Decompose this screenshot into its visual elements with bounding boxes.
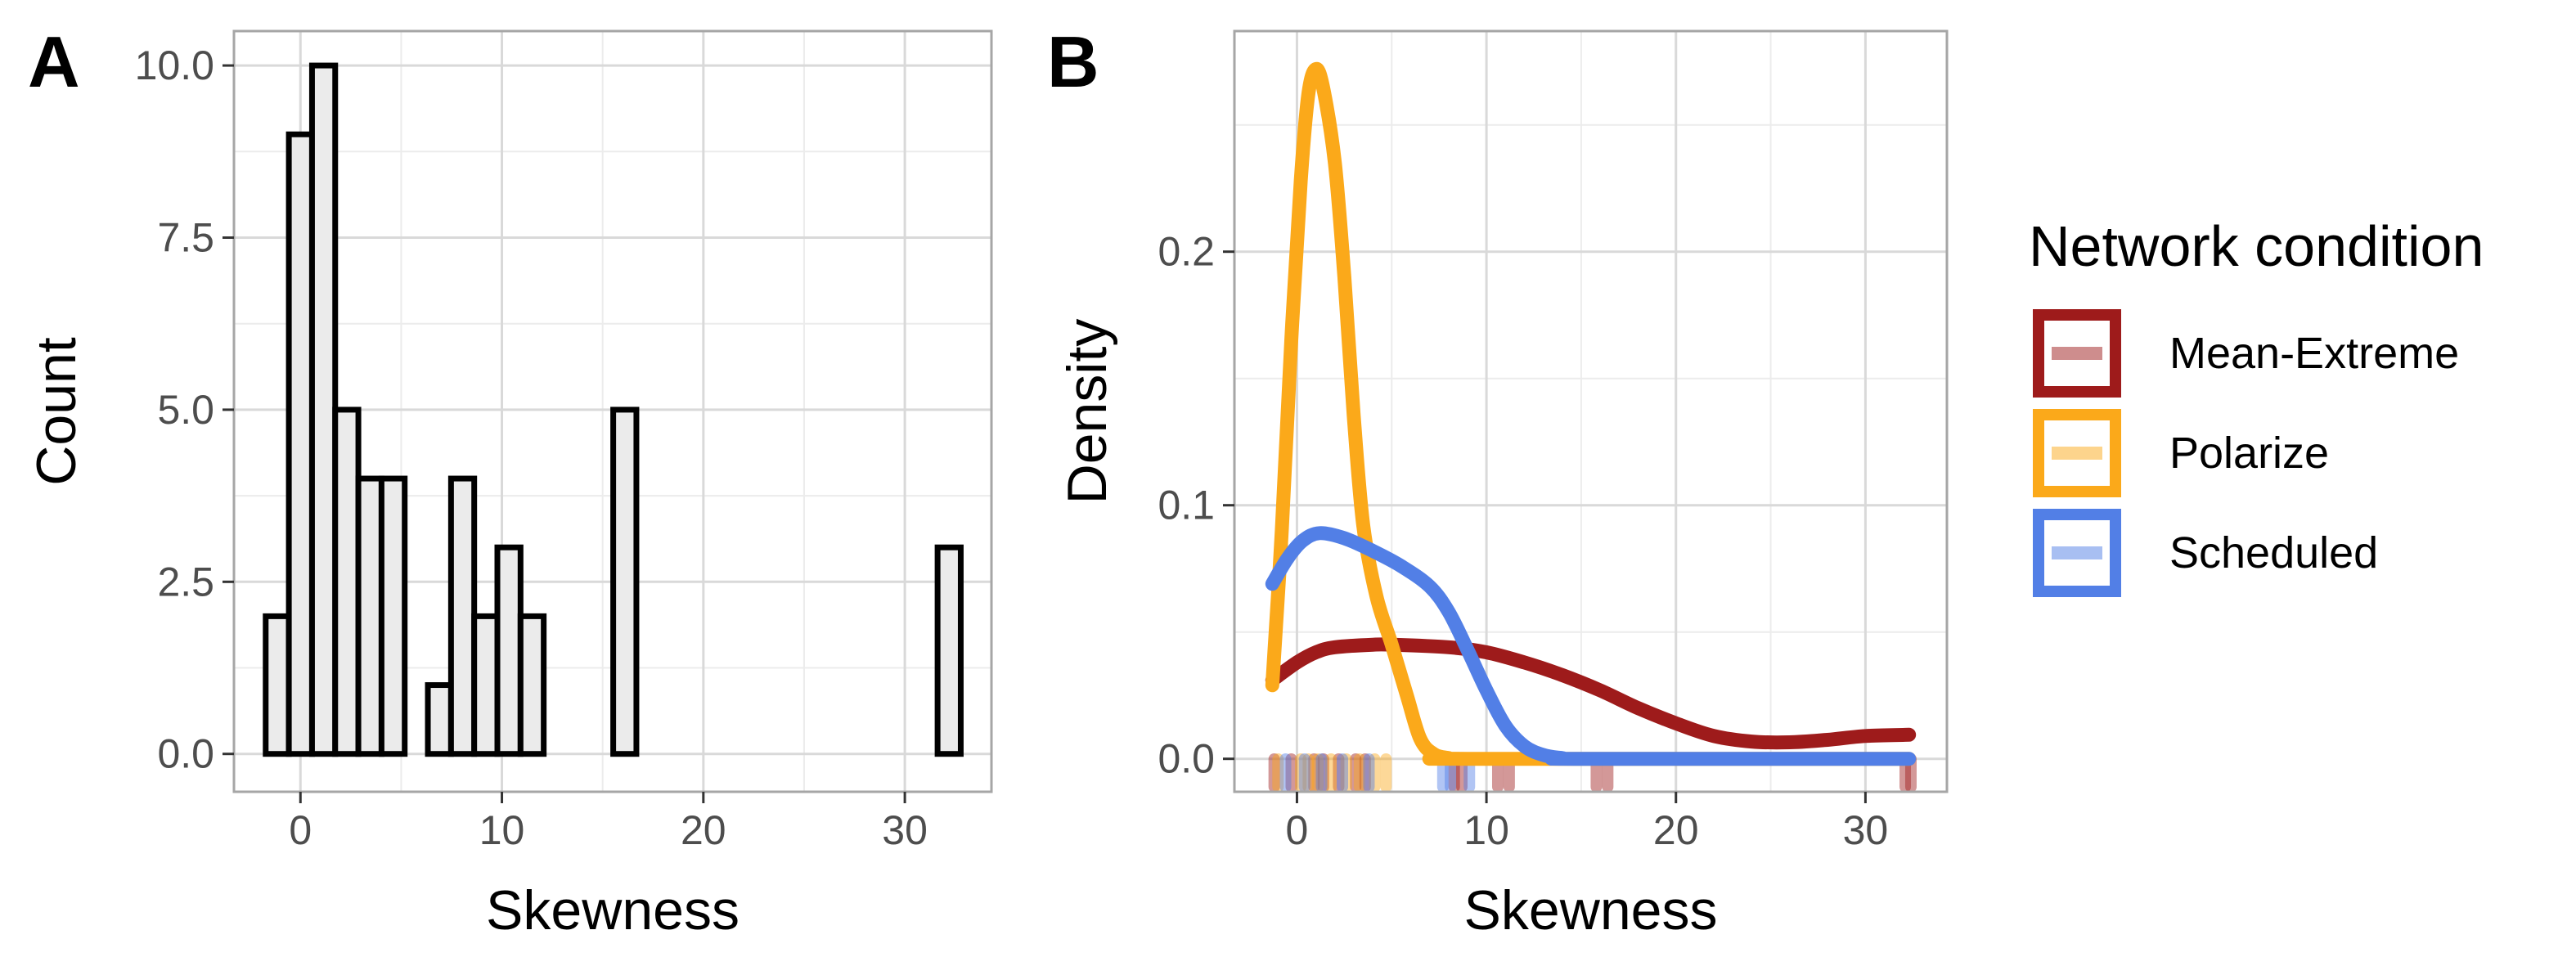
histogram-bar xyxy=(494,544,524,757)
panel-b-density-lines xyxy=(1265,61,1917,766)
panel-b-y-axis-title: Density xyxy=(1056,319,1118,505)
legend-items: Mean-Extreme Polarize Scheduled xyxy=(2033,309,2459,597)
panel-a-bars xyxy=(263,62,964,757)
panel-a-histogram: 0 10 20 30 0.0 2.5 5.0 7.5 10.0 A Skewness Count xyxy=(25,21,993,941)
panel-b-x-axis-title: Skewness xyxy=(1464,879,1718,941)
density-line-polarize xyxy=(1265,61,1917,766)
histogram-bar xyxy=(447,475,478,757)
histogram-bar xyxy=(471,613,501,757)
histogram-bar xyxy=(378,475,408,757)
density-line-scheduled xyxy=(1265,526,1917,766)
a-y-tick-label: 10.0 xyxy=(135,43,214,88)
a-x-tick-label: 30 xyxy=(882,807,928,853)
b-x-tick-label: 10 xyxy=(1463,807,1509,853)
panel-b-ticks: 0 10 20 30 0.0 0.1 0.2 xyxy=(1158,229,1888,853)
panel-b-gridlines xyxy=(1234,31,1947,792)
a-x-tick-label: 10 xyxy=(479,807,525,853)
panel-a-y-axis-title: Count xyxy=(25,337,88,486)
panel-a-border xyxy=(232,29,993,793)
b-x-tick-label: 30 xyxy=(1843,807,1889,853)
legend-key-mean-extreme xyxy=(2033,309,2121,398)
histogram-bar xyxy=(517,613,547,757)
histogram-bar xyxy=(308,62,339,757)
a-x-tick-label: 20 xyxy=(681,807,726,853)
histogram-bar xyxy=(425,682,454,757)
a-y-tick-label: 7.5 xyxy=(157,214,214,260)
b-y-tick-label: 0.2 xyxy=(1158,229,1215,275)
legend-label-mean-extreme: Mean-Extreme xyxy=(2169,329,2459,378)
legend: Network condition Mean-Extreme Polarize Sc… xyxy=(2029,214,2484,597)
panel-a-ticks: 0 10 20 30 0.0 2.5 5.0 7.5 10.0 xyxy=(135,43,928,853)
panel-a-x-axis-title: Skewness xyxy=(486,879,740,941)
b-x-tick-label: 20 xyxy=(1653,807,1699,853)
panel-label-a: A xyxy=(28,21,80,102)
legend-label-scheduled: Scheduled xyxy=(2169,528,2378,577)
legend-title: Network condition xyxy=(2029,214,2484,278)
histogram-bar xyxy=(263,613,292,757)
legend-key-box xyxy=(2033,309,2121,398)
panel-b-border xyxy=(1233,29,1949,793)
panel-b-density: 0 10 20 30 0.0 0.1 0.2 B Skewness Density xyxy=(1047,21,1949,941)
legend-key-polarize xyxy=(2033,409,2121,497)
b-x-tick-label: 0 xyxy=(1286,807,1309,853)
density-line-mean-extreme xyxy=(1265,637,1917,750)
b-y-tick-label: 0.0 xyxy=(1158,736,1215,782)
histogram-bar xyxy=(355,475,384,757)
a-x-tick-label: 0 xyxy=(289,807,312,853)
b-y-tick-label: 0.1 xyxy=(1158,483,1215,528)
panel-label-b: B xyxy=(1047,21,1099,102)
histogram-bar xyxy=(934,544,964,757)
legend-label-polarize: Polarize xyxy=(2169,429,2329,478)
a-y-tick-label: 2.5 xyxy=(157,559,214,604)
histogram-bar xyxy=(332,407,362,757)
legend-key-scheduled xyxy=(2033,509,2121,597)
a-y-tick-label: 0.0 xyxy=(157,731,214,777)
a-y-tick-label: 5.0 xyxy=(157,387,214,433)
histogram-bar xyxy=(610,407,640,757)
histogram-bar xyxy=(285,131,315,757)
